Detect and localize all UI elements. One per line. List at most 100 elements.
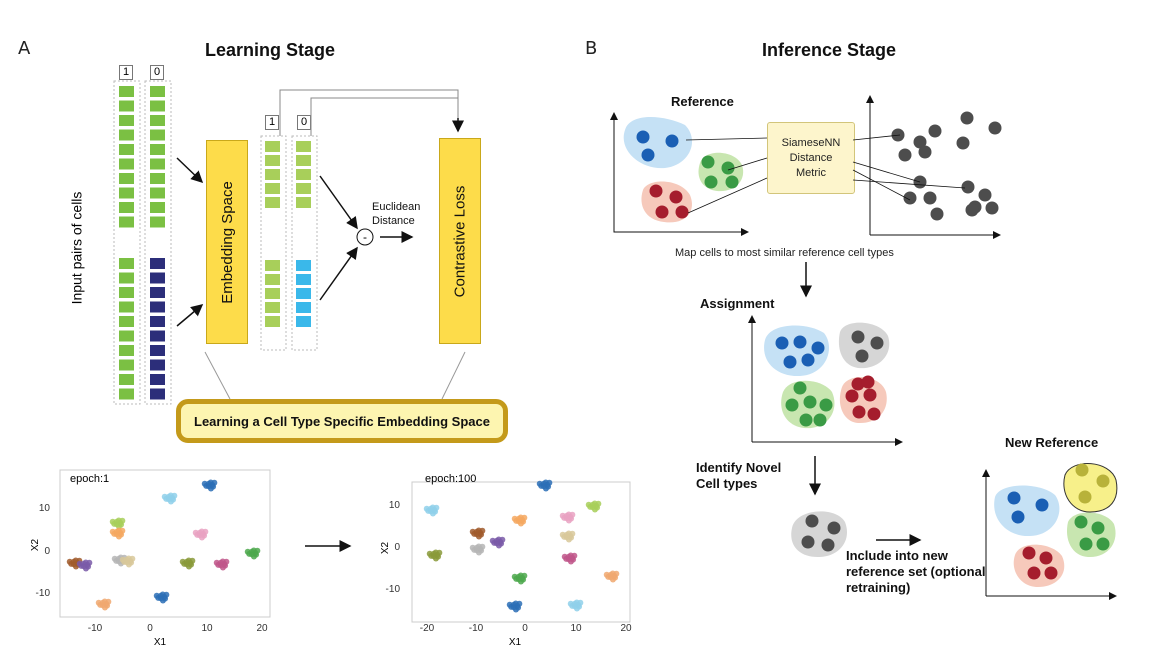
input-cell: [119, 187, 134, 199]
cell-dot: [988, 121, 1002, 135]
learning-stage-title: Learning Stage: [205, 40, 336, 60]
embed-cell: [296, 197, 311, 208]
embed-cell: [265, 141, 280, 152]
cell-dot: [805, 514, 819, 528]
cell-dot: [923, 191, 937, 205]
y-tick-label: -10: [36, 588, 51, 599]
cell-dot: [851, 330, 865, 344]
embed-cell: [265, 302, 280, 313]
input-cell: [119, 258, 134, 269]
input-cell: [150, 388, 165, 400]
cluster-point: [223, 558, 230, 565]
cell-dot: [851, 377, 865, 391]
input-cell: [119, 129, 134, 141]
cluster-point: [479, 543, 486, 550]
input-cell: [119, 144, 134, 155]
cell-dot: [704, 175, 718, 189]
cell-dot: [641, 148, 655, 162]
input-cell: [119, 158, 134, 170]
cluster-point: [189, 557, 196, 564]
cell-dot: [785, 398, 799, 412]
cluster-point: [569, 530, 576, 537]
cell-dot: [813, 413, 827, 427]
epoch100-title: epoch:100: [425, 473, 476, 485]
cell-dot: [1027, 566, 1041, 580]
cluster-point: [571, 552, 578, 559]
assignment-label: Assignment: [700, 296, 775, 311]
cell-dot: [1039, 551, 1053, 565]
cell-dot: [845, 389, 859, 403]
embed-cell: [296, 260, 311, 271]
cell-dot: [903, 191, 917, 205]
cluster-point: [211, 479, 218, 486]
input-cell: [150, 330, 165, 342]
cell-dot: [669, 190, 683, 204]
embed-cell: [265, 197, 280, 208]
x-tick-label: -10: [469, 623, 484, 634]
y-tick-label: 10: [389, 500, 401, 511]
panel-b-letter: B: [585, 38, 598, 59]
cluster-point: [86, 559, 93, 566]
input-cell: [119, 86, 134, 97]
input-cell: [119, 100, 134, 112]
input-cell: [119, 301, 134, 313]
novel-label: Identify Novel Cell types: [696, 460, 782, 491]
cell-dot: [636, 130, 650, 144]
input-cell: [150, 187, 165, 199]
cell-dot: [827, 521, 841, 535]
cluster-point: [119, 517, 126, 524]
euclidean-distance-label: Euclidean Distance: [372, 201, 421, 227]
cluster-point: [521, 572, 528, 579]
cell-dot: [1022, 546, 1036, 560]
cell-dot: [1011, 510, 1025, 524]
cell-dot: [701, 155, 715, 169]
cell-dot: [1074, 515, 1088, 529]
cluster-point: [479, 527, 486, 534]
cell-dot: [985, 201, 999, 215]
map-caption: Map cells to most similar reference cell…: [675, 247, 894, 259]
cluster-point: [202, 528, 209, 535]
embed-cell: [265, 260, 280, 271]
x-tick-label: 0: [147, 623, 153, 634]
x-tick-label: 20: [620, 623, 632, 634]
y-tick-label: 10: [39, 503, 51, 514]
cell-dot: [898, 148, 912, 162]
epoch1-xlabel: X1: [154, 637, 167, 648]
cell-dot: [1078, 490, 1092, 504]
x-tick-label: 10: [570, 623, 582, 634]
cluster-point: [119, 527, 126, 534]
embed-cell: [265, 183, 280, 194]
embed-cell: [265, 316, 280, 327]
embed-cell: [296, 274, 311, 285]
panel-a-letter: A: [18, 38, 31, 59]
input-cell: [150, 359, 165, 371]
cell-dot: [870, 336, 884, 350]
cluster-point: [171, 492, 178, 499]
cell-dot: [867, 407, 881, 421]
cluster-point: [163, 591, 170, 598]
y-tick-label: 0: [394, 542, 400, 553]
cluster-point: [546, 479, 553, 486]
cell-dot: [725, 175, 739, 189]
embed-cell: [296, 316, 311, 327]
reference-label: Reference: [671, 94, 734, 109]
input-cell: [150, 158, 165, 170]
cell-dot: [799, 413, 813, 427]
embed-cell: [296, 288, 311, 299]
cell-dot: [1096, 537, 1110, 551]
cell-dot: [1096, 474, 1110, 488]
input-cell: [119, 345, 134, 356]
x-tick-label: 0: [522, 623, 528, 634]
epoch1-title: epoch:1: [70, 473, 109, 485]
cell-dot: [783, 355, 797, 369]
cell-dot: [930, 207, 944, 221]
input-cell: [150, 345, 165, 356]
input-cell: [150, 115, 165, 126]
cell-dot: [861, 375, 875, 389]
cell-dot: [918, 145, 932, 159]
cell-dot: [801, 353, 815, 367]
input-cell: [119, 216, 134, 228]
cell-dot: [775, 336, 789, 350]
include-label: Include into new reference set (optional…: [846, 548, 986, 595]
